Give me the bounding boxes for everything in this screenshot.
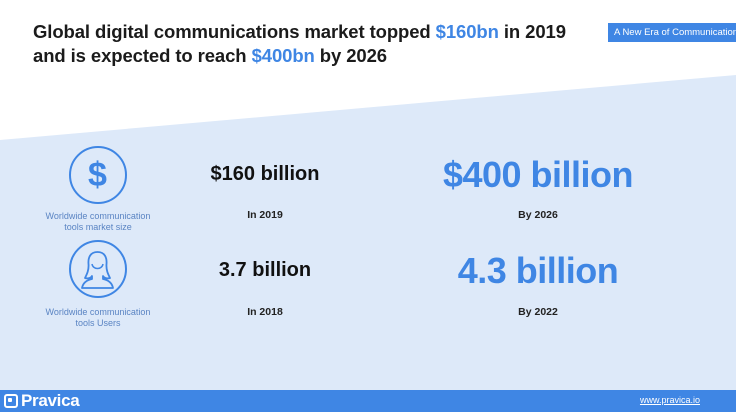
brand-name: Pravica: [21, 391, 80, 410]
title-text: Global digital communications market top…: [33, 21, 436, 42]
caption-line: Worldwide communication: [45, 211, 151, 221]
current-users-value: 3.7 billion: [218, 259, 312, 281]
title-line-2: and is expected to reach $400bn by 2026: [33, 44, 593, 68]
user-icon: [69, 240, 127, 298]
forecast-users-value: 4.3 billion: [457, 250, 619, 291]
section-tag: A New Era of Communication: [608, 23, 736, 42]
title-highlight: $160bn: [435, 21, 499, 42]
current-users-year: In 2018: [247, 306, 283, 318]
forecast-users-year: By 2022: [518, 306, 558, 318]
forecast-market-year: By 2026: [518, 209, 558, 221]
title-line-1: Global digital communications market top…: [33, 20, 593, 44]
svg-text:$: $: [88, 156, 107, 194]
page-title: Global digital communications market top…: [33, 20, 593, 68]
caption-line: tools Users: [75, 318, 121, 328]
current-market-year: In 2019: [247, 209, 283, 221]
forecast-market-value: $400 billion: [442, 154, 634, 195]
title-text: in 2019: [498, 21, 566, 42]
footer-bar: Pravica www.pravica.io: [0, 390, 736, 412]
title-text: by 2026: [314, 45, 387, 66]
caption-line: tools market size: [64, 222, 132, 232]
current-market-value: $160 billion: [210, 163, 320, 185]
dollar-icon: $: [69, 146, 127, 204]
caption-line: Worldwide communication: [45, 307, 151, 317]
website-link[interactable]: www.pravica.io: [639, 395, 700, 405]
title-text: and is expected to reach: [33, 45, 252, 66]
brand-logo[interactable]: Pravica: [4, 391, 80, 411]
market-size-caption: Worldwide communication tools market siz…: [33, 211, 163, 233]
logo-mark-icon: [4, 394, 18, 408]
title-highlight: $400bn: [251, 45, 315, 66]
users-caption: Worldwide communication tools Users: [33, 307, 163, 329]
